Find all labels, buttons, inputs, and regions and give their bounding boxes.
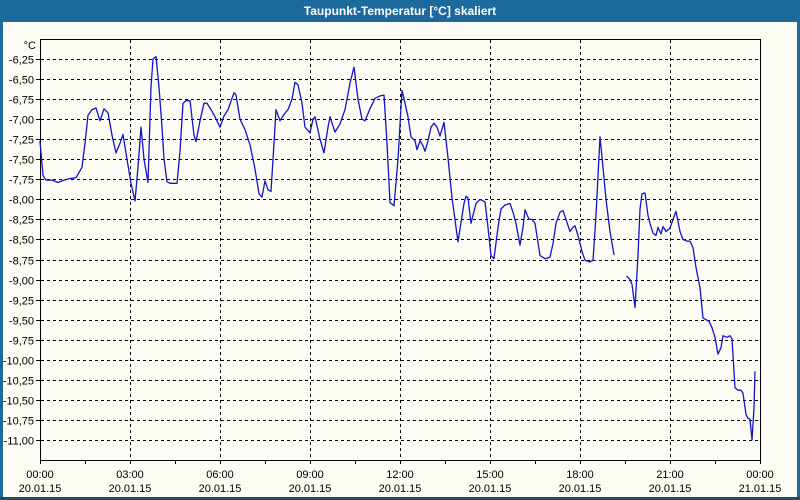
x-tick-label-date: 20.01.15 (109, 483, 152, 495)
x-tick-label-date: 20.01.15 (199, 483, 242, 495)
plot-area: -6,25 -6,50 -6,75 -7,00 -7,25 -7,50 -7,75 -8,00… (3, 39, 782, 495)
y-tick-label: -9,00 (9, 276, 34, 288)
y-tick-label: -6,75 (9, 95, 34, 107)
x-tick-label-time: 09:00 (296, 469, 324, 481)
y-tick-label: -9,75 (9, 336, 34, 348)
y-tick-label: -7,25 (9, 135, 34, 147)
x-tick-label-date: 20.01.15 (379, 483, 422, 495)
y-tick-label: -6,25 (9, 55, 34, 67)
y-tick-label: -7,50 (9, 155, 34, 167)
y-tick-label: -7,00 (9, 115, 34, 127)
y-tick-label: -9,25 (9, 296, 34, 308)
y-axis-unit-label: °C (24, 40, 36, 52)
x-tick-label-date: 20.01.15 (649, 483, 692, 495)
x-tick-label-date: 21.01.15 (739, 483, 782, 495)
series-line (39, 55, 756, 441)
x-tick-label-date: 20.01.15 (469, 483, 512, 495)
plot-border (40, 39, 761, 461)
x-tick-label-time: 03:00 (116, 469, 144, 481)
y-tick-label: -10,00 (3, 356, 34, 368)
y-tick-label: -8,25 (9, 215, 34, 227)
y-tick-label: -10,25 (3, 376, 34, 388)
y-tick-label: -6,50 (9, 75, 34, 87)
x-tick-label-time: 21:00 (656, 469, 684, 481)
y-tick-label: -8,50 (9, 235, 34, 247)
y-tick-label: -8,75 (9, 256, 34, 268)
x-tick-label-date: 20.01.15 (19, 483, 62, 495)
y-tick-label: -10,75 (3, 416, 34, 428)
y-tick-label: -10,50 (3, 396, 34, 408)
x-tick-label-time: 15:00 (476, 469, 504, 481)
x-tick-label-time: 18:00 (566, 469, 594, 481)
chart-title: Taupunkt-Temperatur [°C] skaliert (304, 4, 496, 18)
y-tick-label: -7,75 (9, 175, 34, 187)
x-tick-label-time: 12:00 (386, 469, 414, 481)
y-tick-label: -11,00 (4, 436, 34, 448)
x-tick-label-time: 00:00 (746, 469, 774, 481)
x-tick-label-date: 20.01.15 (559, 483, 602, 495)
y-tick-label: -9,50 (9, 316, 34, 328)
title-bar (0, 0, 800, 22)
x-tick-label-time: 00:00 (26, 469, 54, 481)
y-tick-label: -8,00 (9, 195, 34, 207)
x-tick-label-date: 20.01.15 (289, 483, 332, 495)
x-tick-label-time: 06:00 (206, 469, 234, 481)
